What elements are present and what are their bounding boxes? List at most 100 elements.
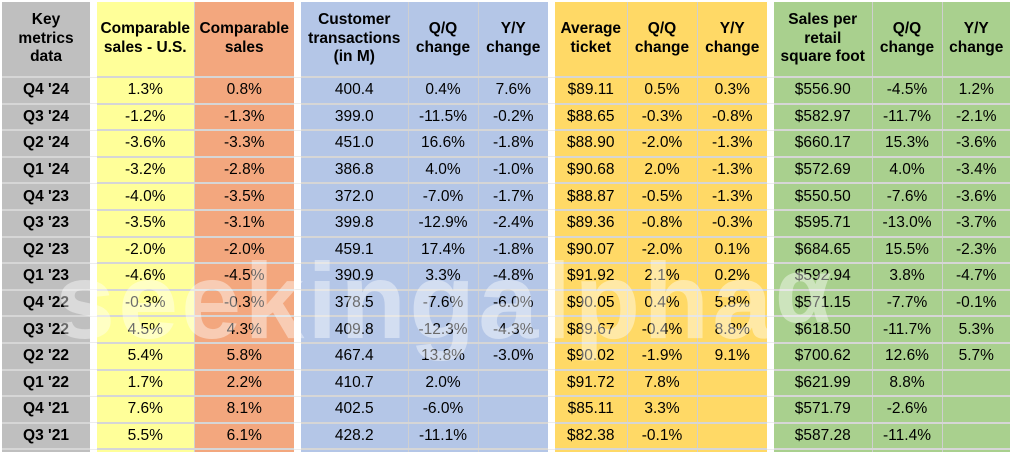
row-label: Q3 '22 — [2, 316, 90, 344]
cell: -3.6% — [941, 130, 1010, 158]
spacer-cell — [767, 369, 774, 397]
cell: -4.5% — [871, 77, 942, 105]
spacer-cell — [90, 209, 97, 238]
spacer-cell — [548, 103, 555, 131]
cell: 0.1% — [696, 236, 767, 265]
spacer-cell — [767, 449, 774, 452]
cell: 1.3% — [97, 77, 194, 105]
spacer-cell — [548, 342, 555, 371]
row-label: Q2 '24 — [2, 130, 90, 158]
cell: 4.0% — [407, 156, 478, 185]
cell: -4.8% — [477, 263, 548, 291]
cell: $621.99 — [774, 369, 872, 398]
spacer-cell — [294, 156, 301, 184]
cell: -3.1% — [193, 209, 294, 238]
cell: 4.3% — [193, 316, 294, 344]
spacer-cell — [767, 156, 774, 184]
table-row: Q2 '23 -2.0% -2.0% 459.1 17.4% -1.8% $90.07 -2.… — [2, 236, 1010, 265]
cell: 400.4 — [301, 77, 408, 105]
spacer-cell — [90, 263, 97, 291]
cell: -7.7% — [871, 289, 942, 318]
cell — [407, 449, 478, 452]
cell: 4.5% — [97, 316, 194, 344]
table-row: Q3 '23 -3.5% -3.1% 399.8 -12.9% -2.4% $89.36 -0… — [2, 209, 1010, 238]
cell — [941, 422, 1010, 451]
table-row: Q1 '24 -3.2% -2.8% 386.8 4.0% -1.0% $90.68 2.0%… — [2, 156, 1010, 185]
cell: 451.0 — [301, 130, 408, 158]
spacer-cell — [90, 316, 97, 344]
table-row: Q2 '22 5.4% 5.8% 467.4 13.8% -3.0% $90.02 -1.9%… — [2, 342, 1010, 371]
cell: 7.8% — [626, 369, 697, 398]
cell: 378.5 — [301, 289, 408, 318]
col-header-ticket-qq-change: Q/Q change — [626, 2, 697, 78]
spacer-cell — [90, 103, 97, 131]
cell: -0.2% — [477, 103, 548, 132]
cell: 402.5 — [301, 396, 408, 424]
spacer-cell — [90, 183, 97, 211]
cell: -11.7% — [871, 103, 942, 132]
cell: -11.4% — [871, 422, 942, 451]
cell: 386.8 — [301, 156, 408, 185]
spacer-cell — [548, 236, 555, 264]
table-row: Q2 '24 -3.6% -3.3% 451.0 16.6% -1.8% $88.90 -2.… — [2, 130, 1010, 158]
cell: 428.2 — [301, 422, 408, 451]
cell: -6.0% — [477, 289, 548, 318]
cell: 5.8% — [696, 289, 767, 318]
cell: -7.6% — [871, 183, 942, 211]
spacer-cell — [294, 183, 301, 211]
spacer-cell — [548, 289, 555, 317]
spacer-cell — [767, 183, 774, 211]
cell: 2.0% — [407, 369, 478, 398]
cell: $91.92 — [555, 263, 627, 291]
spacer-cell — [767, 236, 774, 264]
spacer-cell — [767, 130, 774, 158]
cell: -0.1% — [626, 422, 697, 451]
spacer-cell — [294, 103, 301, 131]
cell: -1.3% — [696, 183, 767, 211]
spacer-cell — [548, 263, 555, 291]
cell: $91.72 — [555, 369, 627, 398]
spacer-cell — [767, 77, 774, 105]
cell: 8.8% — [696, 316, 767, 344]
cell: -0.5% — [626, 183, 697, 211]
spacer-cell — [294, 369, 301, 397]
cell: -1.7% — [477, 183, 548, 211]
spacer-cell — [548, 369, 555, 397]
cell: 15.5% — [871, 236, 942, 265]
cell — [477, 369, 548, 398]
spacer-cell — [767, 209, 774, 238]
spacer-cell — [548, 422, 555, 450]
cell: -1.8% — [477, 236, 548, 265]
spacer-cell — [90, 342, 97, 371]
row-label: Q1 '22 — [2, 369, 90, 398]
cell: $663.05 — [774, 449, 872, 452]
cell: $556.90 — [774, 77, 872, 105]
table-row: Q1 '22 1.7% 2.2% 410.7 2.0% $91.72 7.8% $621.99… — [2, 369, 1010, 398]
spacer-cell — [548, 316, 555, 344]
cell: 5.4% — [97, 342, 194, 371]
cell: 5.3% — [941, 316, 1010, 344]
table-row: Q3 '22 4.5% 4.3% 409.8 -12.3% -4.3% $89.67 -0.4… — [2, 316, 1010, 344]
cell: 409.8 — [301, 316, 408, 344]
cell: 467.4 — [301, 342, 408, 371]
table-row: Q1 '23 -4.6% -4.5% 390.9 3.3% -4.8% $91.92 2.1%… — [2, 263, 1010, 291]
cell: -1.3% — [696, 130, 767, 158]
spacer-cell — [548, 183, 555, 211]
cell: 5.7% — [941, 342, 1010, 371]
cell: -11.7% — [871, 316, 942, 344]
cell: $660.17 — [774, 130, 872, 158]
row-label: Q3 '23 — [2, 209, 90, 238]
cell: 2.0% — [626, 156, 697, 185]
spacer-cell — [90, 156, 97, 184]
cell: 0.4% — [407, 77, 478, 105]
cell: 16.6% — [407, 130, 478, 158]
spacer-cell — [90, 289, 97, 317]
spacer-cell — [294, 263, 301, 291]
spacer-cell — [294, 209, 301, 238]
cell: $90.68 — [555, 156, 627, 185]
row-label: Q1 '23 — [2, 263, 90, 291]
cell — [477, 396, 548, 424]
row-label: Q4 '21 — [2, 396, 90, 424]
row-label: Q2 '21 — [2, 449, 90, 452]
cell: $700.62 — [774, 342, 872, 371]
